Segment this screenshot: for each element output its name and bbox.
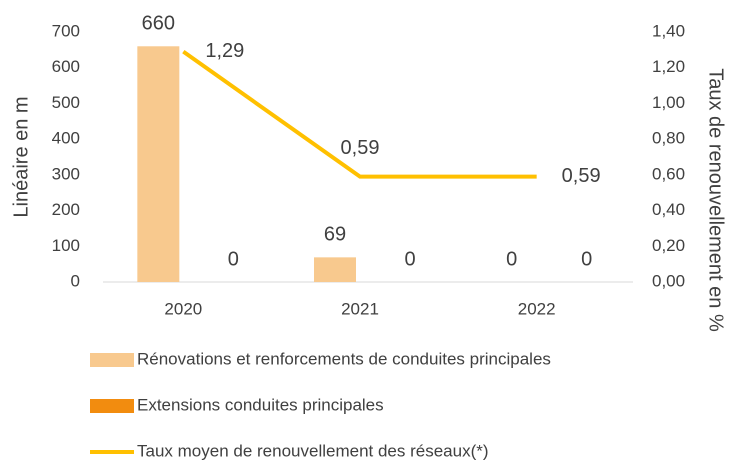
y-axis-title: Linéaire en m: [10, 96, 32, 217]
line: [182, 50, 537, 179]
y2-axis-title: Taux de renouvellement en %: [705, 68, 727, 332]
y-tick-label: 0: [71, 271, 80, 290]
bar-value-label: 660: [142, 13, 175, 35]
x-tick-label: 2022: [518, 299, 556, 318]
y-tick-label: 400: [52, 129, 80, 148]
bar: [137, 46, 180, 283]
legend-swatch: [90, 353, 134, 367]
bar-value-label: 0: [506, 248, 517, 270]
y2-tick-label: 0,00: [652, 271, 685, 290]
y2-tick-label: 1,20: [652, 57, 685, 76]
x-tick-label: 2020: [164, 299, 202, 318]
bar-value-label: 0: [404, 248, 415, 270]
legend-label: Extensions conduites principales: [137, 395, 384, 414]
line-value-label: 0,59: [341, 137, 380, 159]
y2-tick-label: 0,40: [652, 200, 685, 219]
bar-value-label: 0: [581, 248, 592, 270]
y-tick-label: 700: [52, 21, 80, 40]
bar: [314, 257, 356, 282]
y2-tick-label: 1,40: [652, 21, 685, 40]
legend-label: Rénovations et renforcements de conduite…: [137, 349, 551, 368]
legend-label: Taux moyen de renouvellement des réseaux…: [137, 441, 489, 460]
y-tick-label: 100: [52, 236, 80, 255]
line-value-label: 0,59: [562, 165, 601, 187]
y2-tick-label: 0,20: [652, 236, 685, 255]
y2-tick-label: 1,00: [652, 93, 685, 112]
legend-swatch: [90, 399, 134, 413]
y-tick-label: 500: [52, 93, 80, 112]
y-tick-label: 300: [52, 164, 80, 183]
y-tick-label: 600: [52, 57, 80, 76]
y2-tick-label: 0,60: [652, 164, 685, 183]
y2-tick-label: 0,80: [652, 129, 685, 148]
y-tick-label: 200: [52, 200, 80, 219]
line-value-label: 1,29: [205, 40, 244, 62]
x-tick-label: 2021: [341, 299, 379, 318]
bar-value-label: 0: [228, 248, 239, 270]
bar-value-label: 69: [324, 224, 346, 246]
